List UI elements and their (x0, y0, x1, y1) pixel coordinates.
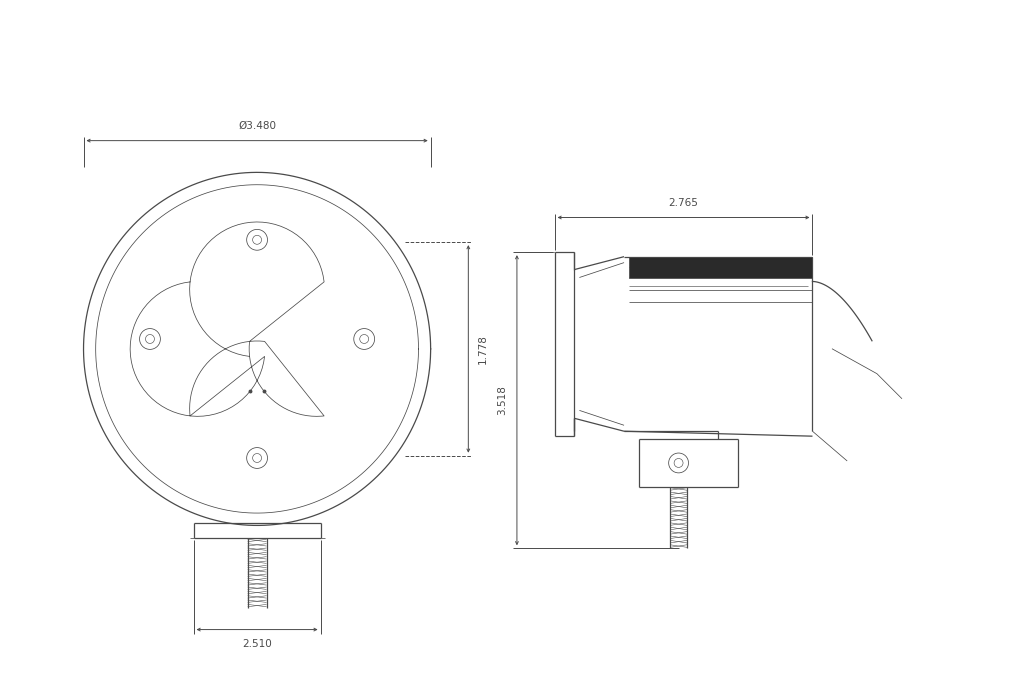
Text: 1.778: 1.778 (478, 334, 488, 364)
Bar (629, 257, 812, 278)
Text: 2.765: 2.765 (669, 197, 698, 208)
Text: 3.518: 3.518 (497, 386, 508, 415)
Text: Ø3.480: Ø3.480 (239, 121, 276, 131)
Text: 2.510: 2.510 (243, 640, 272, 650)
